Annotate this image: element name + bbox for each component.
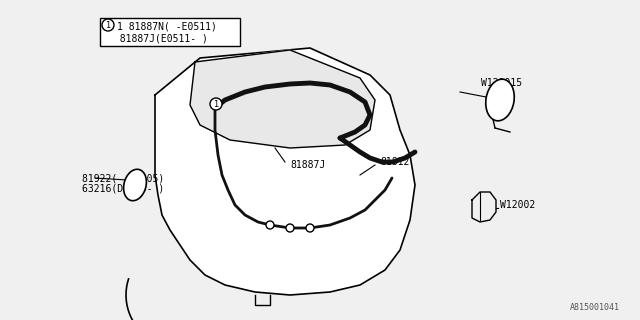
Ellipse shape xyxy=(486,79,515,121)
Polygon shape xyxy=(190,50,375,148)
Text: 1: 1 xyxy=(106,20,111,29)
Text: 63216(D0405- ): 63216(D0405- ) xyxy=(82,183,164,193)
Circle shape xyxy=(266,221,274,229)
Text: 81922( -D0405): 81922( -D0405) xyxy=(82,173,164,183)
Text: W12002: W12002 xyxy=(500,200,535,210)
Text: W120015: W120015 xyxy=(481,78,523,88)
Text: 81887J(E0511- ): 81887J(E0511- ) xyxy=(108,33,208,43)
Text: 81812: 81812 xyxy=(380,157,410,167)
Circle shape xyxy=(286,224,294,232)
Text: 1 81887N( -E0511): 1 81887N( -E0511) xyxy=(117,21,217,31)
Circle shape xyxy=(306,224,314,232)
FancyBboxPatch shape xyxy=(100,18,240,46)
Circle shape xyxy=(210,98,222,110)
Text: 81887J: 81887J xyxy=(290,160,325,170)
Polygon shape xyxy=(155,48,415,295)
Text: A815001041: A815001041 xyxy=(570,303,620,312)
Ellipse shape xyxy=(124,169,147,201)
Text: 1: 1 xyxy=(213,100,219,108)
Circle shape xyxy=(102,19,114,31)
